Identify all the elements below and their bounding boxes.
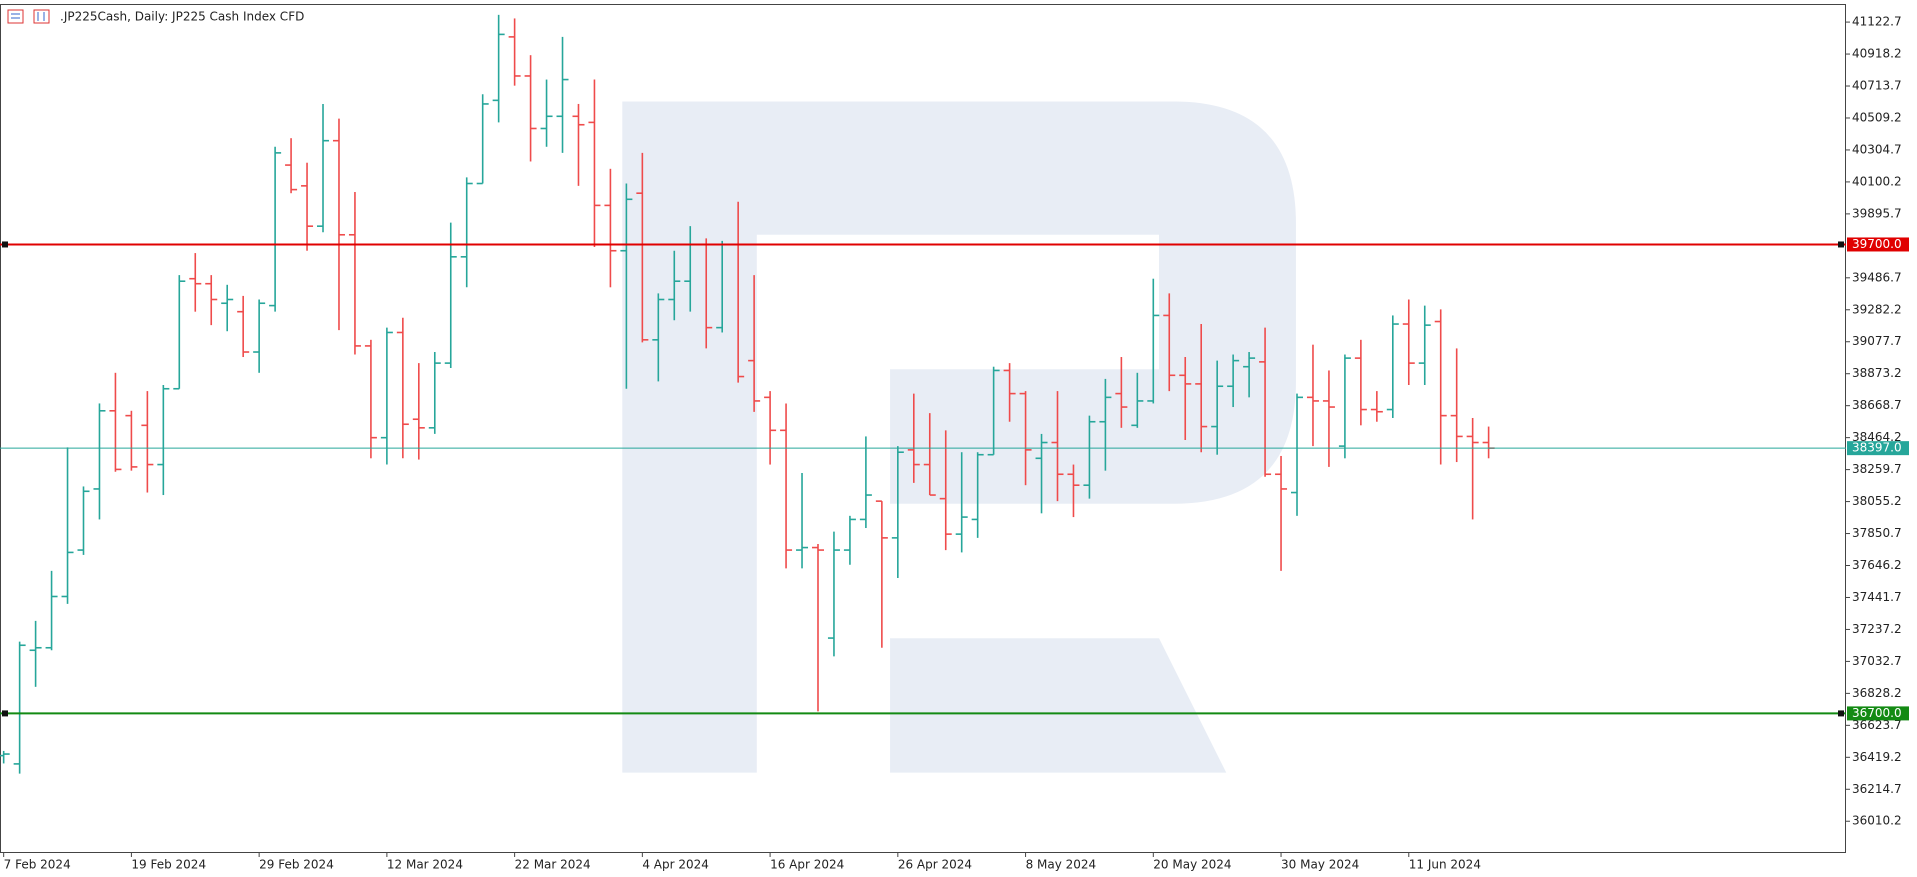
- level-handle: [2, 241, 8, 248]
- y-tick-label: 38668.7: [1852, 398, 1902, 412]
- y-tick-label: 36214.7: [1852, 782, 1902, 796]
- x-tick-label: 20 May 2024: [1153, 858, 1231, 872]
- x-tick-label: 22 Mar 2024: [515, 858, 591, 872]
- y-tick-label: 38873.2: [1852, 366, 1902, 380]
- y-tick-label: 39282.2: [1852, 302, 1902, 316]
- y-tick-label: 36828.2: [1852, 686, 1902, 700]
- title-icons: [7, 9, 50, 24]
- y-tick-label: 36623.7: [1852, 718, 1902, 732]
- y-tick-label: 37032.7: [1852, 654, 1902, 668]
- level-label: 38397.0: [1852, 441, 1902, 455]
- y-tick-label: 39486.7: [1852, 270, 1902, 284]
- level-handle: [1838, 241, 1844, 248]
- y-tick-label: 40509.2: [1852, 110, 1902, 124]
- level-label: 36700.0: [1852, 706, 1902, 720]
- y-tick-label: 40304.7: [1852, 142, 1902, 156]
- chart-title: .JP225Cash, Daily: JP225 Cash Index CFD: [60, 10, 304, 24]
- icon: [33, 9, 50, 24]
- level-handle: [1838, 710, 1844, 717]
- y-tick-label: 38259.7: [1852, 462, 1902, 476]
- y-tick-label: 40100.2: [1852, 174, 1902, 188]
- y-tick-label: 38464.2: [1852, 430, 1902, 444]
- y-tick-label: 40713.7: [1852, 79, 1902, 93]
- x-tick-label: 4 Apr 2024: [642, 858, 709, 872]
- x-tick-label: 11 Jun 2024: [1409, 858, 1481, 872]
- y-tick-label: 37850.7: [1852, 526, 1902, 540]
- level-label-box: [1847, 237, 1909, 252]
- y-tick-label: 36010.2: [1852, 814, 1902, 828]
- icon: [7, 9, 24, 24]
- level-label-box: [1847, 706, 1909, 721]
- watermark: [622, 101, 1296, 773]
- plot-frame: [0, 4, 1846, 853]
- y-tick-label: 41122.7: [1852, 15, 1902, 29]
- y-tick-label: 37646.2: [1852, 558, 1902, 572]
- y-tick-label: 37237.2: [1852, 622, 1902, 636]
- y-tick-label: 38055.2: [1852, 494, 1902, 508]
- x-tick-label: 16 Apr 2024: [770, 858, 844, 872]
- x-tick-label: 29 Feb 2024: [259, 858, 334, 872]
- x-tick-label: 7 Feb 2024: [4, 858, 71, 872]
- y-tick-label: 36419.2: [1852, 750, 1902, 764]
- x-tick-label: 19 Feb 2024: [131, 858, 206, 872]
- level-handle: [2, 710, 8, 717]
- y-tick-label: 39895.7: [1852, 206, 1902, 220]
- level-label: 39700.0: [1852, 237, 1902, 251]
- x-tick-label: 12 Mar 2024: [387, 858, 463, 872]
- watermark-shape: [890, 638, 1227, 773]
- y-tick-label: 37441.7: [1852, 590, 1902, 604]
- y-tick-label: 39077.7: [1852, 334, 1902, 348]
- watermark-shape: [622, 101, 1296, 773]
- y-tick-label: 40918.2: [1852, 47, 1902, 61]
- level-label-box: [1847, 441, 1909, 456]
- x-tick-label: 26 Apr 2024: [898, 858, 972, 872]
- x-tick-label: 8 May 2024: [1026, 858, 1097, 872]
- x-tick-label: 30 May 2024: [1281, 858, 1359, 872]
